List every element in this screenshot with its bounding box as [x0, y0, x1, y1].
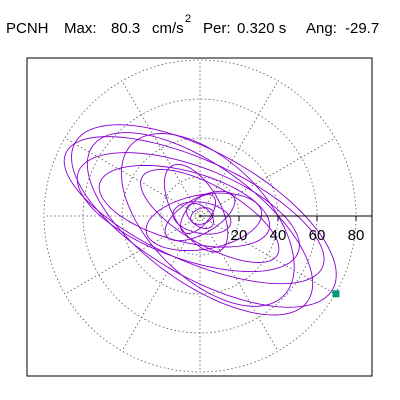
per-label: Per: — [203, 20, 231, 37]
tick-label-80: 80 — [348, 227, 365, 244]
tick-label-60: 60 — [309, 227, 326, 244]
tick-label-40: 40 — [270, 227, 287, 244]
max-label: Max: — [64, 20, 97, 37]
trace-loop-3 — [76, 152, 300, 273]
station-code: PCNH — [6, 20, 49, 37]
trace-loop-7 — [145, 192, 263, 252]
trace-loop-1 — [63, 136, 325, 285]
trace-loop-11 — [180, 194, 217, 234]
max-value: 80.3 — [111, 20, 141, 37]
trace-loop-8 — [163, 163, 229, 253]
trace-loop-9 — [164, 190, 236, 242]
trace-loop-10 — [172, 201, 232, 235]
ang-value: -29.7 — [345, 20, 380, 37]
trace-loop-4 — [120, 133, 295, 307]
trace-loop-0 — [71, 124, 337, 308]
trace-loop-6 — [140, 169, 280, 263]
trace-loop-2 — [86, 132, 314, 316]
trace-loop-12 — [186, 203, 214, 229]
tick-label-20: 20 — [231, 227, 248, 244]
trace-loop-5 — [98, 164, 271, 248]
trace-loop-13 — [190, 207, 214, 225]
header: PCNH Max: 80.3 cm/s 2 Per: 0.320 s Ang: … — [0, 6, 400, 37]
max-unit: cm/s — [152, 20, 184, 37]
max-unit-exponent: 2 — [185, 13, 192, 25]
trace-group — [63, 124, 337, 316]
per-value: 0.320 s — [237, 20, 287, 37]
radial-axis: 20 40 60 80 — [200, 215, 372, 244]
ang-label: Ang: — [306, 20, 337, 37]
max-point-marker — [332, 290, 340, 298]
max-marker-group — [332, 290, 340, 298]
